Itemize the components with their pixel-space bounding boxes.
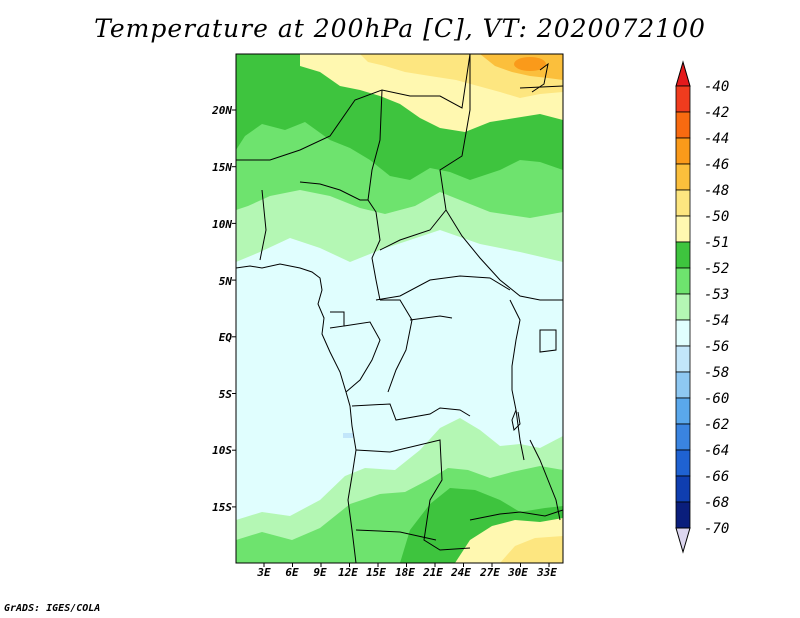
map-title: Temperature at 200hPa [C], VT: 202007210… — [94, 14, 706, 43]
border-rift — [509, 299, 525, 461]
colorbar-label: -60 — [704, 391, 730, 407]
colorbar-label: -40 — [704, 79, 730, 95]
map-frame — [235, 53, 564, 564]
colorbar-swatch — [675, 111, 691, 139]
axis-ticks — [232, 109, 550, 567]
lon-tick-label: 12E — [338, 566, 358, 579]
border-niger-nigeria — [299, 181, 368, 201]
lat-tick-label: 10N — [212, 218, 232, 231]
colorbar-swatch — [675, 293, 691, 321]
colorbar-label: -66 — [704, 469, 730, 485]
colorbar-swatch — [675, 423, 691, 451]
band-44-46-spot — [514, 57, 546, 71]
colorbar-swatch — [675, 319, 691, 347]
border-angola-drc — [351, 403, 471, 421]
border-namibia — [355, 529, 437, 541]
border-angola-zambia — [355, 439, 471, 551]
colorbar-swatch — [675, 189, 691, 217]
lon-tick-label: 6E — [285, 566, 299, 579]
band-56-58-spot — [343, 433, 353, 438]
border-sahel — [236, 54, 471, 161]
lat-tick-label: 15S — [212, 501, 232, 514]
colorbar-swatch — [675, 137, 691, 165]
colorbar-label: -51 — [704, 235, 730, 251]
colorbar-label: -52 — [704, 261, 730, 277]
west-coast — [236, 263, 357, 563]
colorbar — [675, 60, 691, 554]
grads-credit: GrADS: IGES/COLA — [4, 603, 101, 614]
lon-tick-label: 3E — [257, 566, 271, 579]
lat-tick-label: 5S — [218, 388, 232, 401]
colorbar-label: -44 — [704, 131, 730, 147]
colorbar-swatch — [675, 345, 691, 373]
colorbar-swatch — [675, 449, 691, 477]
border-car-south — [375, 275, 511, 301]
colorbar-cap-bottom — [675, 527, 691, 554]
lat-tick-label: 10S — [212, 444, 232, 457]
colorbar-swatch — [675, 371, 691, 399]
border-car-north — [379, 209, 447, 251]
border-gabon-congo — [343, 321, 381, 393]
colorbar-cap-top — [675, 60, 691, 87]
border-egypt — [519, 85, 563, 89]
colorbar-label: -64 — [704, 443, 730, 459]
lon-tick-label: 9E — [313, 566, 327, 579]
lat-tick-label: 5N — [218, 275, 232, 288]
colorbar-label: -42 — [704, 105, 730, 121]
border-sudan — [439, 54, 563, 301]
lon-tick-label: 15E — [366, 566, 386, 579]
colorbar-label: -62 — [704, 417, 730, 433]
colorbar-swatch — [675, 163, 691, 191]
lon-tick-label: 27E — [480, 566, 500, 579]
lon-tick-label: 18E — [395, 566, 415, 579]
lat-tick-label: 20N — [212, 104, 232, 117]
lakes-congo — [409, 315, 453, 321]
boundaries — [236, 54, 563, 563]
lat-tick-label: EQ — [218, 331, 232, 344]
lake-tanganyika — [511, 409, 521, 432]
lon-tick-label: 33E — [537, 566, 557, 579]
border-congo-drc — [380, 299, 413, 393]
border-eq-guinea — [329, 311, 345, 329]
colorbar-swatch — [675, 241, 691, 269]
colorbar-swatch — [675, 267, 691, 295]
colorbar-label: -46 — [704, 157, 730, 173]
colorbar-label: -50 — [704, 209, 730, 225]
border-benin — [259, 189, 267, 261]
colorbar-swatch — [675, 501, 691, 529]
colorbar-label: -53 — [704, 287, 730, 303]
colorbar-swatch — [675, 475, 691, 503]
colorbar-swatch — [675, 397, 691, 425]
lon-tick-label: 21E — [423, 566, 443, 579]
nile-feature — [531, 62, 549, 93]
colorbar-label: -48 — [704, 183, 730, 199]
lake-malawi — [529, 439, 561, 521]
temperature-field — [236, 54, 563, 563]
lon-tick-label: 30E — [508, 566, 528, 579]
colorbar-swatch — [675, 85, 691, 113]
colorbar-label: -68 — [704, 495, 730, 511]
colorbar-label: -70 — [704, 521, 730, 537]
colorbar-label: -54 — [704, 313, 730, 329]
lon-tick-label: 24E — [451, 566, 471, 579]
border-chad-cameroon — [367, 89, 383, 301]
lat-tick-label: 15N — [212, 161, 232, 174]
colorbar-label: -56 — [704, 339, 730, 355]
colorbar-swatch — [675, 215, 691, 243]
lake-victoria — [539, 329, 557, 353]
band-48-50-south — [500, 536, 563, 563]
colorbar-label: -58 — [704, 365, 730, 381]
border-zambia-zimbabwe — [469, 509, 563, 521]
